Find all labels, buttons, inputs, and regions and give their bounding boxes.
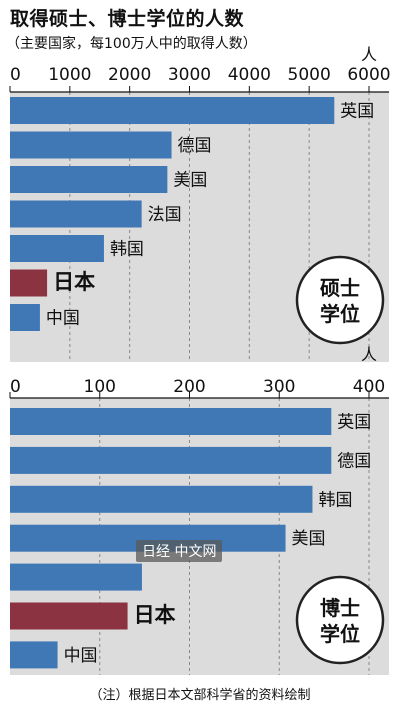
doctorate-bar (10, 485, 313, 513)
watermark: 日经 中文网 (136, 540, 223, 562)
doctorate-badge-line2: 学位 (320, 622, 360, 646)
masters-bar-label: 中国 (46, 309, 80, 329)
masters-tick-label: 6000 (347, 65, 390, 85)
chart-title: 取得硕士、博士学位的人数 (10, 8, 245, 30)
masters-tick-label: 3000 (168, 65, 211, 85)
doctorate-badge-line1: 博士 (320, 596, 360, 620)
masters-bar (10, 304, 40, 331)
masters-tick-label: 2000 (108, 65, 151, 85)
doctorate-tick-label: 200 (173, 377, 205, 397)
doctorate-tick-label: 300 (263, 377, 295, 397)
masters-tick-label: 1000 (48, 65, 91, 85)
doctorate-bar (10, 446, 332, 474)
doctorate-unit-label: 人 (361, 345, 377, 364)
doctorate-tick-label: 0 (10, 377, 21, 397)
doctorate-tick-label: 100 (84, 377, 116, 397)
masters-bar-label: 英国 (340, 102, 374, 122)
doctorate-bar (10, 408, 332, 435)
source-note: （注）根据日本文部科学省的资料绘制 (89, 688, 311, 703)
masters-bar (10, 200, 142, 228)
masters-bar (10, 235, 104, 262)
masters-bar (10, 269, 48, 297)
masters-tick-label: 4000 (228, 65, 271, 85)
masters-bar (10, 166, 168, 193)
doctorate-bar-label: 韩国 (318, 490, 352, 510)
masters-tick-label: 5000 (288, 65, 331, 85)
masters-badge (295, 255, 385, 345)
masters-bar-label: 日本 (53, 270, 95, 294)
doctorate-bar (10, 563, 142, 591)
masters-badge-line2: 学位 (320, 302, 360, 326)
masters-tick-label: 0 (10, 65, 21, 85)
doctorate-tick-label: 400 (353, 377, 385, 397)
chart-subtitle: （主要国家，每100万人中的取得人数） (6, 36, 257, 52)
masters-bar (10, 131, 172, 159)
doctorate-bar-label: 美国 (292, 529, 326, 549)
doctorate-bar-label: 日本 (134, 603, 176, 627)
masters-bar-label: 韩国 (110, 240, 144, 260)
masters-unit-label: 人 (361, 45, 377, 64)
doctorate-badge (295, 575, 385, 665)
masters-badge-line1: 硕士 (320, 276, 360, 300)
masters-bar-label: 法国 (148, 205, 182, 225)
doctorate-bar (10, 641, 58, 669)
masters-bar (10, 97, 335, 124)
masters-bar-label: 美国 (173, 171, 207, 191)
doctorate-bar (10, 602, 128, 630)
doctorate-bar-label: 中国 (64, 646, 98, 666)
doctorate-bar-label: 英国 (337, 413, 371, 433)
masters-bar-label: 德国 (178, 136, 212, 156)
doctorate-bar-label: 德国 (337, 451, 371, 471)
